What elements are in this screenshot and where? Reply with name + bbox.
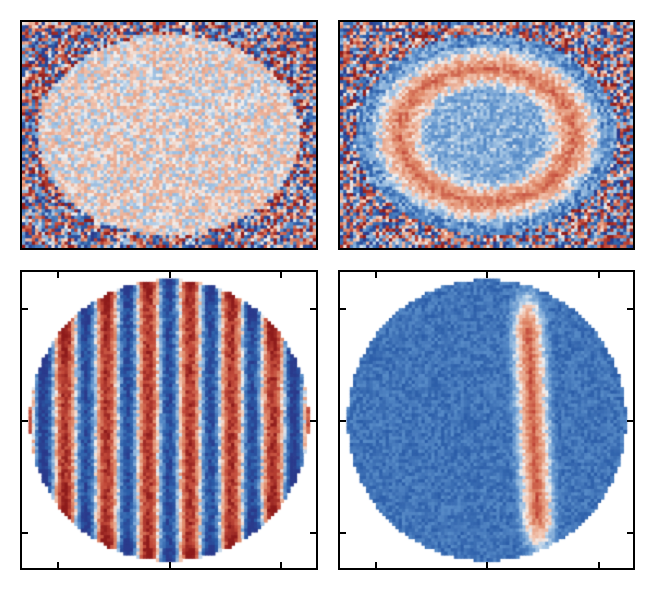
panel-top-left — [20, 20, 318, 250]
panel-bottom-left — [20, 270, 318, 570]
panel-top-right — [338, 20, 636, 250]
panel-bottom-right — [338, 270, 636, 570]
heatmap-canvas — [22, 22, 316, 248]
heatmap-grid — [20, 20, 635, 570]
heatmap-canvas — [340, 272, 634, 568]
heatmap-canvas — [340, 22, 634, 248]
heatmap-canvas — [22, 272, 316, 568]
